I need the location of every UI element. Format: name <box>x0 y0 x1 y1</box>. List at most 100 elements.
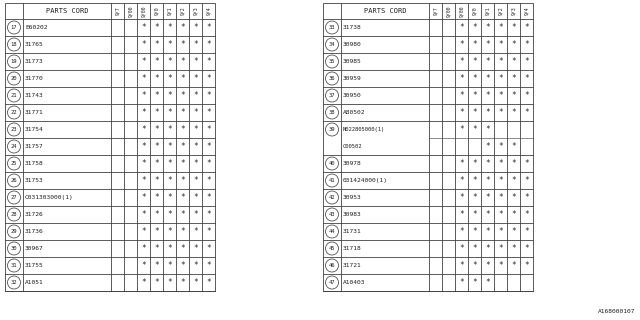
Text: 33: 33 <box>329 25 335 30</box>
Text: 39: 39 <box>329 127 335 132</box>
Text: 31754: 31754 <box>25 127 44 132</box>
Text: *: * <box>524 159 529 168</box>
Text: 31731: 31731 <box>343 229 362 234</box>
Text: *: * <box>193 227 198 236</box>
Text: *: * <box>167 23 172 32</box>
Text: *: * <box>154 261 159 270</box>
Text: *: * <box>180 108 185 117</box>
Text: *: * <box>485 244 490 253</box>
Circle shape <box>326 55 339 68</box>
Text: 21: 21 <box>11 93 17 98</box>
Text: *: * <box>485 74 490 83</box>
Text: 31757: 31757 <box>25 144 44 149</box>
Text: *: * <box>141 23 146 32</box>
Text: 38: 38 <box>329 110 335 115</box>
Circle shape <box>8 276 20 289</box>
Circle shape <box>8 208 20 221</box>
Text: *: * <box>459 278 464 287</box>
Text: *: * <box>180 40 185 49</box>
Text: *: * <box>180 176 185 185</box>
Text: *: * <box>141 125 146 134</box>
Text: *: * <box>459 125 464 134</box>
Text: 31743: 31743 <box>25 93 44 98</box>
Text: 31: 31 <box>11 263 17 268</box>
Text: *: * <box>141 193 146 202</box>
Text: *: * <box>167 210 172 219</box>
Text: *: * <box>511 193 516 202</box>
Circle shape <box>8 72 20 85</box>
Text: 30950: 30950 <box>343 93 362 98</box>
Text: *: * <box>511 108 516 117</box>
Text: *: * <box>472 210 477 219</box>
Text: *: * <box>193 210 198 219</box>
Text: *: * <box>180 74 185 83</box>
Text: *: * <box>498 159 503 168</box>
Text: *: * <box>193 278 198 287</box>
Text: *: * <box>180 125 185 134</box>
Text: 43: 43 <box>329 212 335 217</box>
Text: 30985: 30985 <box>343 59 362 64</box>
Circle shape <box>8 21 20 34</box>
Text: 9/2: 9/2 <box>498 7 503 15</box>
Text: *: * <box>154 193 159 202</box>
Text: 9/0: 9/0 <box>154 7 159 15</box>
Text: 9/3: 9/3 <box>193 7 198 15</box>
Text: *: * <box>154 74 159 83</box>
Text: *: * <box>141 91 146 100</box>
Text: *: * <box>180 159 185 168</box>
Circle shape <box>8 123 20 136</box>
Text: *: * <box>459 91 464 100</box>
Text: 27: 27 <box>11 195 17 200</box>
Text: 30953: 30953 <box>343 195 362 200</box>
Text: *: * <box>193 176 198 185</box>
Text: *: * <box>206 244 211 253</box>
Circle shape <box>326 225 339 238</box>
Text: *: * <box>511 74 516 83</box>
Text: A10403: A10403 <box>343 280 365 285</box>
Text: A1051: A1051 <box>25 280 44 285</box>
Text: *: * <box>511 142 516 151</box>
Text: *: * <box>141 159 146 168</box>
Text: *: * <box>498 23 503 32</box>
Text: *: * <box>498 108 503 117</box>
Text: *: * <box>154 108 159 117</box>
Text: *: * <box>180 91 185 100</box>
Text: *: * <box>511 176 516 185</box>
Text: *: * <box>524 23 529 32</box>
Text: *: * <box>193 23 198 32</box>
Text: *: * <box>167 159 172 168</box>
Text: 31753: 31753 <box>25 178 44 183</box>
Text: *: * <box>498 193 503 202</box>
Text: *: * <box>459 74 464 83</box>
Text: 9/3: 9/3 <box>511 7 516 15</box>
Text: *: * <box>193 108 198 117</box>
Text: 9/2: 9/2 <box>180 7 185 15</box>
Text: *: * <box>485 227 490 236</box>
Text: 32: 32 <box>11 280 17 285</box>
Text: *: * <box>141 108 146 117</box>
Text: *: * <box>511 40 516 49</box>
Text: *: * <box>154 227 159 236</box>
Circle shape <box>8 174 20 187</box>
Text: 9/00: 9/00 <box>459 5 464 17</box>
Text: *: * <box>154 40 159 49</box>
Text: 9/7: 9/7 <box>433 7 438 15</box>
Text: *: * <box>141 74 146 83</box>
Text: *: * <box>459 227 464 236</box>
Text: *: * <box>498 40 503 49</box>
Text: *: * <box>472 261 477 270</box>
Text: *: * <box>524 40 529 49</box>
Text: *: * <box>498 142 503 151</box>
Text: *: * <box>485 193 490 202</box>
Text: *: * <box>167 74 172 83</box>
Text: *: * <box>167 142 172 151</box>
Text: *: * <box>511 210 516 219</box>
Text: 9/4: 9/4 <box>524 7 529 15</box>
Text: *: * <box>193 159 198 168</box>
Text: 19: 19 <box>11 59 17 64</box>
Text: *: * <box>154 57 159 66</box>
Text: *: * <box>472 40 477 49</box>
Text: *: * <box>180 227 185 236</box>
Text: *: * <box>180 57 185 66</box>
Text: 17: 17 <box>11 25 17 30</box>
